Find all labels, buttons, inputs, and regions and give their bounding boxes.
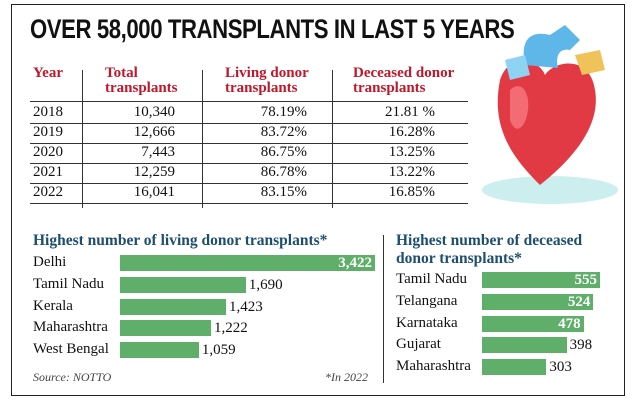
bar-label: Tamil Nadu <box>396 271 468 287</box>
bar <box>120 342 199 359</box>
bar <box>482 293 594 310</box>
bar <box>482 359 547 376</box>
footnote: *In 2022 <box>325 370 368 384</box>
bar <box>120 255 375 271</box>
table-cell: 16.28% <box>388 124 435 140</box>
table-cell: 2021 <box>33 164 63 180</box>
bar-label: Tamil Nadu <box>33 275 105 292</box>
source-note: Source: NOTTO <box>33 370 112 384</box>
table-cell: 78.19% <box>260 104 307 120</box>
living-chart-title: Highest number of living donor transplan… <box>33 232 328 249</box>
bar-label: Maharashtra <box>396 358 471 375</box>
table-cell: 12,259 <box>133 164 175 180</box>
header-year: Year <box>33 65 63 81</box>
header-rule <box>30 101 468 102</box>
row-rule <box>30 163 468 164</box>
bar-value: 398 <box>569 337 593 354</box>
table-cell: 16.85% <box>388 184 435 200</box>
table-cell: 7,443 <box>141 144 175 160</box>
bar-value: 555 <box>574 272 597 288</box>
table-cell: 86.75% <box>260 144 307 160</box>
bar-value: 303 <box>549 359 572 376</box>
page-title: OVER 58,000 TRANSPLANTS IN LAST 5 YEARS <box>30 14 515 44</box>
header-living: Living donor transplants <box>225 65 309 96</box>
bar <box>120 298 226 315</box>
deceased-chart-title: Highest number of deceased donor transpl… <box>396 232 583 267</box>
bar-value: 524 <box>567 293 591 310</box>
bar-value: 3,422 <box>338 255 372 271</box>
table-cell: 2019 <box>33 124 63 140</box>
bar-label: Telangana <box>396 292 458 309</box>
table-cell: 83.15% <box>260 184 307 200</box>
table-cell: 86.78% <box>260 164 307 180</box>
bar-label: Maharashtra <box>33 319 108 336</box>
bar-label: Karnataka <box>396 314 458 331</box>
heart-icon <box>482 25 618 204</box>
row-rule <box>30 143 468 144</box>
header-deceased: Deceased donor transplants <box>353 65 454 96</box>
infographic-frame <box>11 4 625 396</box>
table-cell: 16,041 <box>133 184 175 200</box>
table-cell: 2022 <box>33 184 63 200</box>
table-cell: 2018 <box>33 104 63 120</box>
bar-value: 1,059 <box>201 342 236 359</box>
bar <box>120 320 212 337</box>
bar-label: West Bengal <box>33 341 109 358</box>
table-cell: 10,340 <box>133 104 175 120</box>
col-divider <box>332 70 333 208</box>
table-cell: 21.81 % <box>385 104 435 120</box>
col-divider <box>202 70 203 208</box>
bar-label: Delhi <box>33 254 67 270</box>
row-rule <box>30 203 468 204</box>
table-cell: 2020 <box>33 144 63 160</box>
bar-value: 1,423 <box>229 298 263 315</box>
row-rule <box>30 183 468 184</box>
bar-label: Kerala <box>33 297 73 314</box>
bar <box>482 272 600 288</box>
table-cell: 83.72% <box>260 124 307 140</box>
table-cell: 13.25% <box>388 144 435 160</box>
bar <box>482 315 584 332</box>
col-divider <box>82 70 83 208</box>
table-cell: 12,666 <box>133 124 175 140</box>
bar <box>482 337 567 354</box>
bar-value: 1,222 <box>214 320 248 337</box>
bar <box>120 276 246 293</box>
table-cell: 13.22% <box>388 164 435 180</box>
bar-label: Gujarat <box>396 336 441 353</box>
bar-value: 478 <box>558 315 581 332</box>
row-rule <box>30 123 468 124</box>
bar-value: 1,690 <box>248 276 283 293</box>
header-total: Total transplants <box>105 65 178 96</box>
chart-divider <box>383 235 384 383</box>
